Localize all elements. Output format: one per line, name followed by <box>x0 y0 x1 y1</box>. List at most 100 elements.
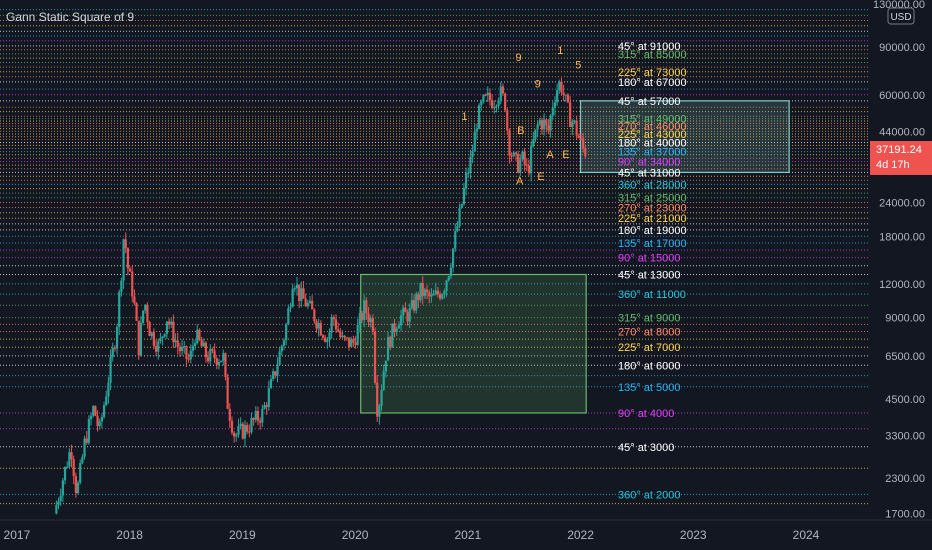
wave-label: A <box>546 149 554 161</box>
candle-body <box>165 321 169 334</box>
candle-body <box>415 294 418 311</box>
candle-body <box>545 119 548 126</box>
gann-label: 225° at 7000 <box>618 342 681 354</box>
candle-body <box>237 426 240 435</box>
candle-body <box>553 102 557 108</box>
candle-body <box>233 432 236 437</box>
candle-body <box>167 321 171 325</box>
candle-body <box>412 300 416 311</box>
candle-body <box>508 130 511 156</box>
candle-body <box>547 125 550 131</box>
candle-body <box>256 411 260 421</box>
candle-body <box>451 248 455 268</box>
candle-body <box>540 120 544 130</box>
last-price: 37191.24 <box>876 144 922 156</box>
candle-body <box>293 288 296 290</box>
candle-body <box>408 308 411 322</box>
price-tick: 18000.00 <box>879 231 925 243</box>
candle-body <box>464 173 468 189</box>
candle-body <box>287 308 290 325</box>
candle-body <box>371 318 374 332</box>
candle-body <box>263 405 266 409</box>
candle-body <box>187 358 190 360</box>
candle-body <box>131 271 134 297</box>
candle-body <box>124 239 127 249</box>
candle-body <box>467 172 470 174</box>
time-tick: 2021 <box>454 528 481 542</box>
candle-body <box>473 131 476 152</box>
candle-body <box>436 290 440 295</box>
candle-body <box>378 405 381 417</box>
price-axis[interactable]: 130000.0090000.0060000.0044000.0034000.0… <box>868 0 932 521</box>
candle-body <box>215 358 218 366</box>
gann-label: 180° at 6000 <box>618 360 681 372</box>
candle-body <box>556 90 559 103</box>
candle-body <box>66 466 69 468</box>
candle-body <box>202 342 205 347</box>
candle-body <box>180 346 184 352</box>
indicator-title: Gann Static Square of 9 <box>6 10 135 24</box>
zone-box <box>579 100 790 174</box>
candle-body <box>445 280 448 291</box>
candle-body <box>330 317 333 333</box>
price-tick: 4500.00 <box>885 394 925 406</box>
candle-body <box>259 420 262 423</box>
candle-body <box>382 371 385 391</box>
candle-body <box>76 482 80 494</box>
candle-body <box>360 313 364 320</box>
candle-body <box>575 120 578 136</box>
gann-label: 360° at 28000 <box>618 179 687 191</box>
candle-body <box>434 290 437 295</box>
gann-label: 180° at 67000 <box>618 77 687 89</box>
price-tick: 60000.00 <box>879 90 925 102</box>
candle-body <box>358 313 361 325</box>
gann-label: 135° at 17000 <box>618 238 687 250</box>
candle-body <box>530 146 533 174</box>
candle-body <box>324 337 327 342</box>
candle-body <box>315 321 318 329</box>
candle-body <box>417 294 420 301</box>
candle-body <box>217 362 221 366</box>
candle-body <box>441 294 444 299</box>
candle-body <box>376 382 379 417</box>
wave-label: 5 <box>575 60 581 72</box>
candle-body <box>272 371 275 379</box>
candle-body <box>352 339 355 343</box>
candle-body <box>183 346 186 348</box>
candle-body <box>428 292 431 297</box>
price-tick: 1700.00 <box>885 509 925 521</box>
currency-label: USD <box>890 12 911 23</box>
candle-body <box>512 152 515 157</box>
candle-body <box>94 406 97 416</box>
candle-body <box>163 333 166 337</box>
candle-body <box>326 339 329 342</box>
currency-badge[interactable]: USD <box>887 7 915 25</box>
price-candles <box>55 77 587 515</box>
gann-label: 270° at 46000 <box>618 121 687 133</box>
candle-body <box>146 304 149 322</box>
candle-body <box>274 371 277 376</box>
candle-body <box>584 148 587 157</box>
candle-body <box>573 120 576 122</box>
candle-body <box>389 337 392 348</box>
candle-body <box>443 290 446 295</box>
candle-body <box>384 360 387 372</box>
candle-body <box>83 438 86 457</box>
candle-body <box>220 360 223 363</box>
time-axis[interactable]: 2017 2018 2019 2020 2021 2022 2023 2024 <box>0 519 932 542</box>
candle-body <box>345 337 348 339</box>
candle-body <box>549 115 552 131</box>
gann-label: 135° at 37000 <box>618 147 687 159</box>
candle-body <box>523 151 526 165</box>
candle-body <box>137 320 140 356</box>
price-tick: 2300.00 <box>885 473 925 485</box>
candle-body <box>393 323 396 333</box>
candle-body <box>280 345 283 352</box>
candle-body <box>230 420 234 433</box>
candle-body <box>224 353 227 377</box>
candle-body <box>172 321 175 343</box>
candle-body <box>252 418 255 420</box>
candle-body <box>571 121 574 127</box>
candle-body <box>239 423 242 427</box>
